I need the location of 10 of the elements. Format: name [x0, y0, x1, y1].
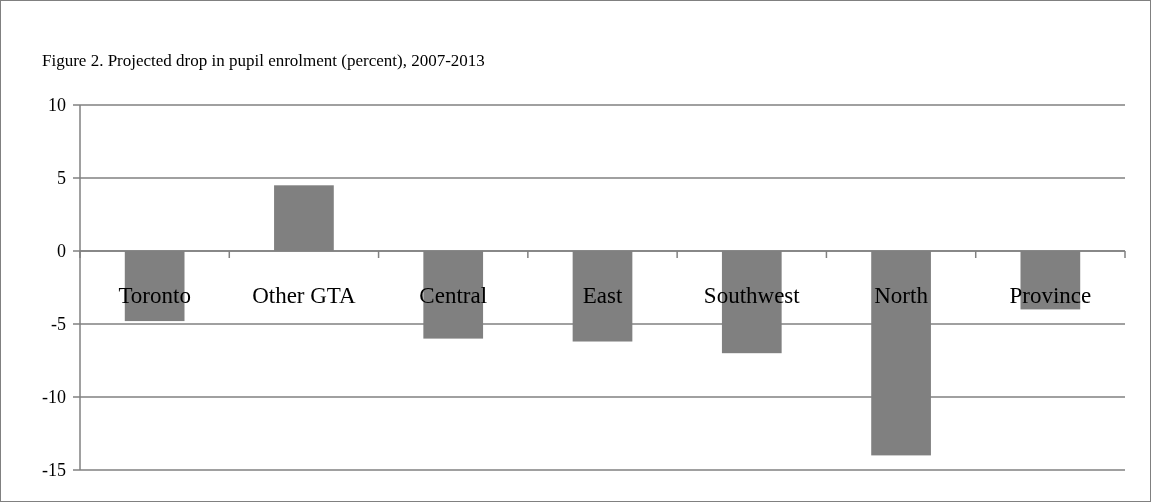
y-tick-label: -10 [42, 387, 66, 408]
x-tick-label: Other GTA [252, 283, 357, 308]
x-tick-label: North [874, 283, 929, 308]
x-tick-label: East [582, 283, 623, 308]
y-tick-label: -5 [51, 314, 66, 335]
y-tick-label: 0 [57, 241, 66, 262]
y-tick-label: 10 [48, 95, 66, 116]
chart-title: Figure 2. Projected drop in pupil enrolment (percent), 2007-2013 [42, 51, 485, 70]
y-tick-label: -15 [42, 460, 66, 481]
y-tick-label: 5 [57, 168, 66, 189]
